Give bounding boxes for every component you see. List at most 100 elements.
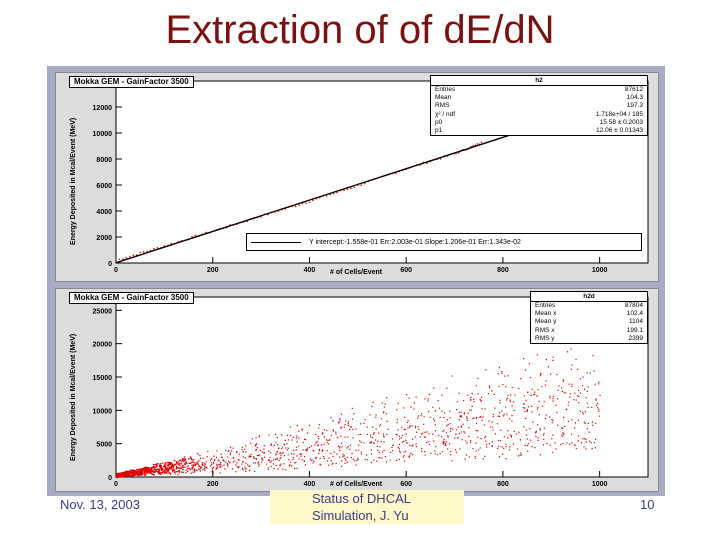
bottom-scatter-point [380,441,382,443]
bottom-scatter-point [404,428,407,431]
bottom-scatter-point [392,438,394,440]
bottom-y-tick-label: 5000 [96,442,112,449]
bottom-scatter-point [185,458,187,461]
bottom-scatter-point [525,417,527,420]
bottom-scatter-point [433,420,436,422]
bottom-scatter-point [302,449,304,451]
bottom-scatter-point [488,420,490,422]
bottom-scatter-point [540,373,542,376]
bottom-scatter-point [338,447,341,449]
bottom-scatter-point [238,459,240,461]
bottom-scatter-point [237,459,239,461]
bottom-scatter-point [159,466,161,468]
footer-line-2: Simulation, J. Yu [312,508,409,523]
bottom-scatter-point [190,472,192,474]
bottom-scatter-point [187,468,189,470]
bottom-scatter-point [531,411,533,413]
bottom-scatter-point [370,449,372,451]
bottom-scatter-point [523,358,525,360]
bottom-scatter-point [213,459,216,461]
bottom-scatter-point [174,473,176,475]
bottom-scatter-point [280,463,282,465]
bottom-scatter-point [497,415,499,417]
top-profile-point [329,193,331,196]
top-profile-point [129,255,131,258]
bottom-scatter-point [460,411,462,413]
bottom-scatter-point [139,469,141,471]
bottom-scatter-point [562,435,564,437]
bottom-scatter-point [460,425,462,427]
top-y-tick-label: 8000 [96,157,112,164]
bottom-scatter-point [456,409,458,411]
bottom-scatter-point [569,396,571,398]
bottom-stats-value: 1104 [629,318,643,326]
bottom-scatter-point [520,452,522,454]
bottom-scatter-point [247,464,249,466]
bottom-scatter-point [335,433,337,435]
bottom-scatter-point [383,449,385,452]
bottom-scatter-point [146,471,148,473]
bottom-scatter-point [182,464,184,467]
top-stats-row: p0 15.58 ± 0.2003 [431,119,647,127]
bottom-scatter-point [152,473,155,476]
bottom-scatter-point [160,464,162,467]
bottom-scatter-point [451,428,454,430]
bottom-scatter-point [192,464,195,466]
bottom-scatter-point [219,464,221,466]
bottom-scatter-point [345,459,347,461]
bottom-scatter-point [539,454,541,456]
bottom-scatter-point [537,424,539,426]
bottom-scatter-point [194,464,196,467]
bottom-scatter-point [423,416,425,418]
bottom-scatter-point [396,409,398,411]
bottom-scatter-point [478,449,480,451]
bottom-scatter-point [203,467,205,470]
bottom-scatter-point [159,468,161,470]
bottom-scatter-point [434,453,436,455]
bottom-scatter-point [230,446,232,448]
top-x-tick-label: 1000 [592,267,608,274]
bottom-scatter-point [443,412,446,414]
bottom-scatter-point [219,462,222,464]
bottom-scatter-point [485,369,487,371]
bottom-scatter-point [204,463,206,466]
bottom-scatter-point [159,464,161,466]
bottom-scatter-point [585,397,587,399]
bottom-scatter-point [250,456,252,458]
bottom-scatter-point [327,443,330,445]
bottom-scatter-point [481,419,483,421]
bottom-scatter-point [592,355,594,357]
bottom-scatter-point [413,402,416,404]
bottom-scatter-point [132,473,134,475]
bottom-scatter-point [423,423,425,425]
bottom-scatter-point [373,442,375,444]
bottom-scatter-point [166,467,168,469]
bottom-scatter-point [133,470,136,473]
bottom-scatter-point [352,428,354,431]
bottom-scatter-point [199,457,202,460]
bottom-scatter-point [252,462,254,464]
bottom-scatter-point [335,431,337,433]
bottom-scatter-point [127,472,129,474]
bottom-scatter-point [485,440,487,442]
bottom-scatter-point [206,456,208,458]
bottom-scatter-point [125,471,127,474]
bottom-scatter-point [319,457,321,460]
bottom-scatter-point [539,427,541,430]
bottom-scatter-point [320,464,322,466]
bottom-scatter-point [506,397,508,400]
bottom-scatter-point [401,426,403,429]
bottom-scatter-point [315,456,318,459]
bottom-scatter-point [471,392,473,395]
bottom-scatter-point [417,415,420,417]
bottom-x-tick-label: 200 [207,481,219,488]
bottom-stats-value: 102.4 [626,310,643,318]
bottom-scatter-point [498,439,500,442]
bottom-scatter-point [280,456,282,458]
bottom-scatter-point [476,417,478,419]
bottom-scatter-point [586,390,588,393]
bottom-scatter-point [154,466,157,469]
bottom-scatter-point [470,440,472,442]
bottom-scatter-point [446,419,449,421]
bottom-scatter-point [355,428,357,430]
